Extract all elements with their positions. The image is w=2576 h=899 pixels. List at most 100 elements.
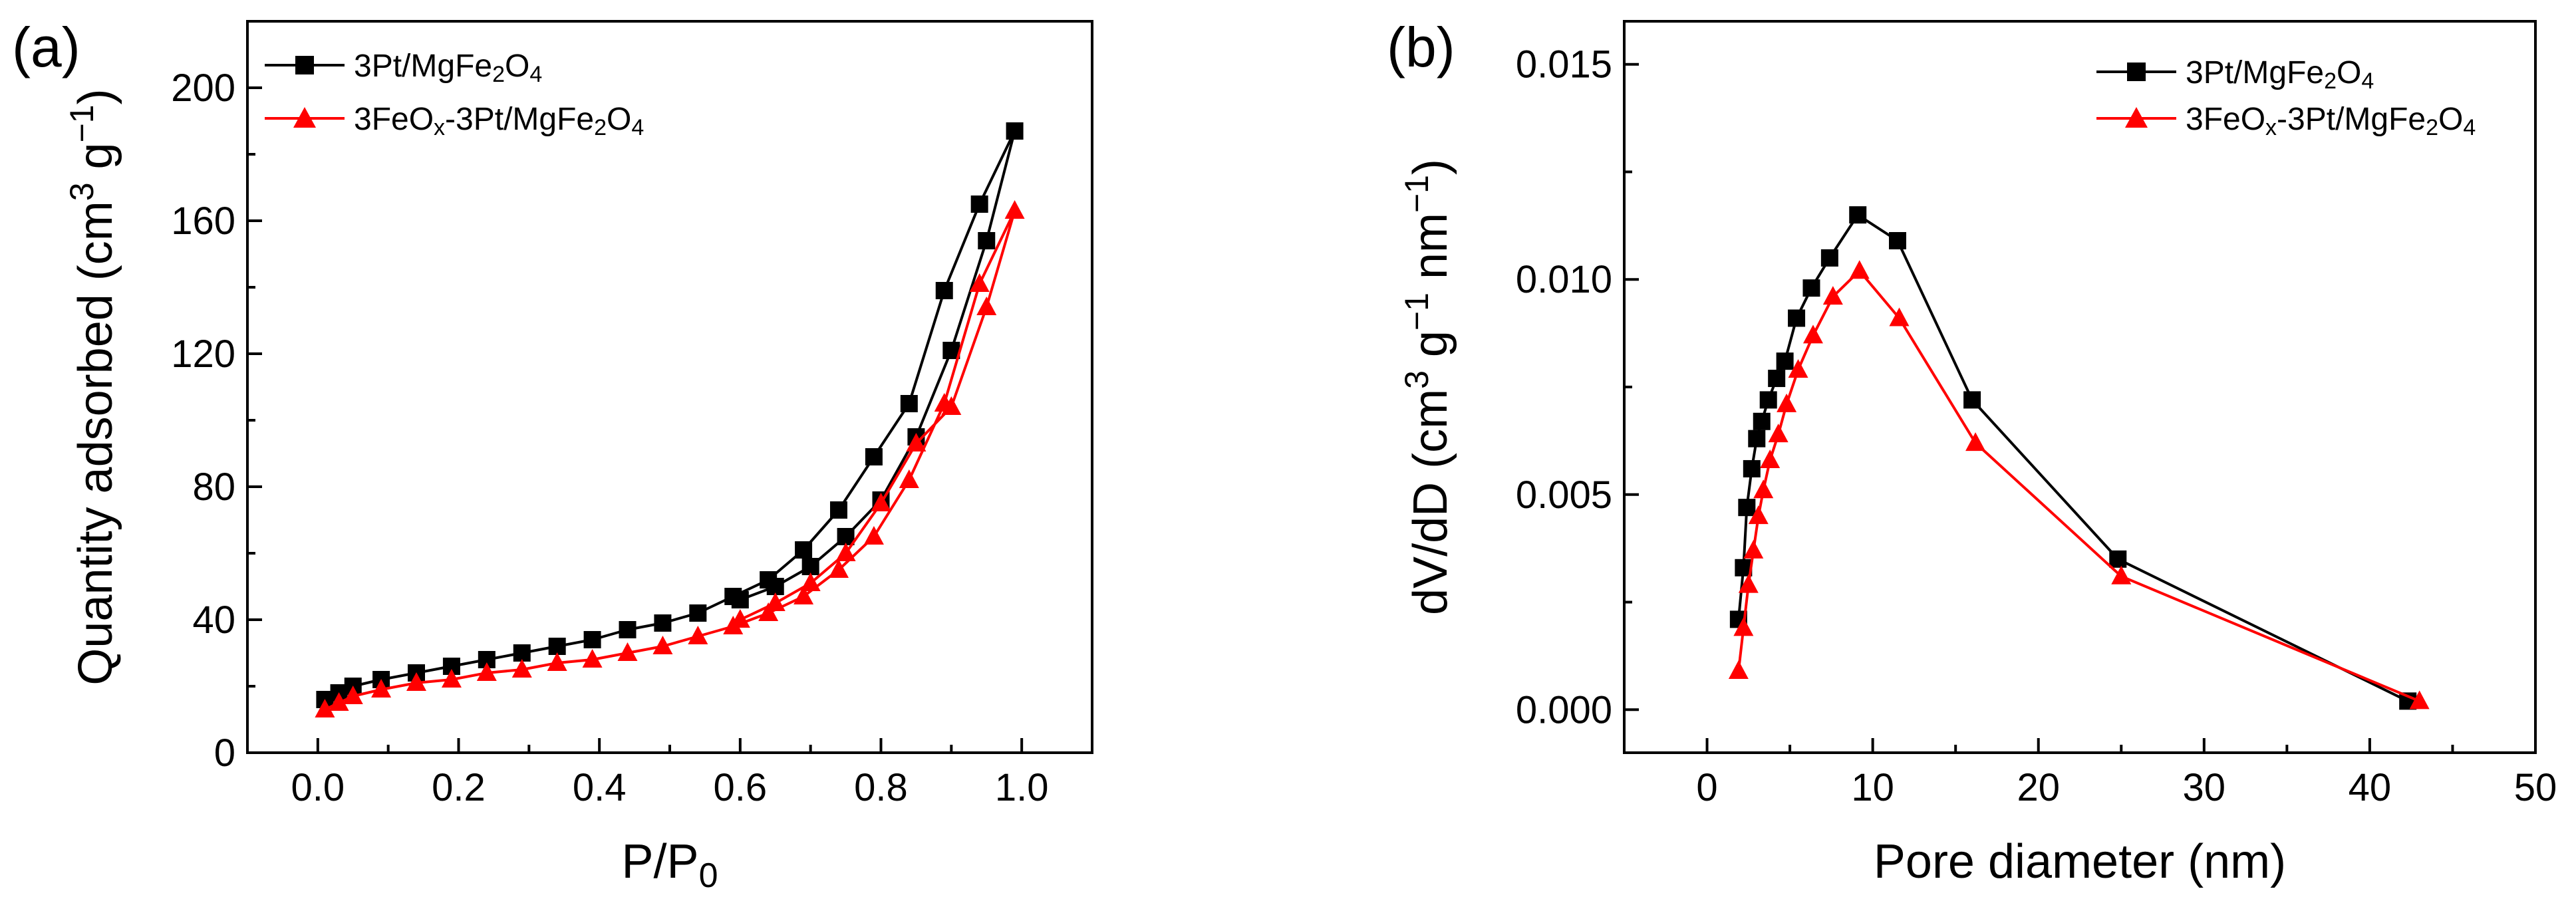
panel-a-series-2-point: [315, 699, 335, 717]
panel-a-series-2-point: [730, 609, 750, 628]
panel-a-series-2-point: [652, 636, 673, 654]
panel-a-series-2-point: [343, 686, 363, 704]
panel-a-legend-marker-1: [295, 56, 314, 74]
panel-a-series-2-point: [582, 649, 603, 668]
panel-b-series-1-point: [1759, 391, 1777, 409]
panel-b-y-axis: 0.000 0.005 0.010 0.015: [1516, 43, 1639, 731]
panel-a-series-2-point: [969, 273, 990, 292]
panel-b-y-tick-label: 0.005: [1516, 473, 1612, 517]
panel-a-series-2-point: [800, 573, 821, 591]
panel-a-legend-entry-2: 3FeOx-3Pt/MgFe2O4: [265, 102, 644, 140]
panel-a-series-1-point: [865, 448, 883, 465]
panel-b-legend-entry-1: 3Pt/MgFe2O4: [2096, 55, 2374, 94]
panel-a-series-2-point: [406, 672, 426, 691]
panel-b-series-2-point: [1889, 307, 1910, 326]
panel-a-x-tick-label: 0.8: [854, 766, 908, 809]
panel-b-x-tick-label: 0: [1696, 766, 1717, 809]
panel-a-series-1-point: [837, 528, 855, 545]
panel-a-series-2-point: [441, 669, 462, 688]
panel-a-label: (a): [12, 16, 80, 78]
panel-a-legend-marker-2: [293, 107, 316, 128]
panel-a-series-2-point: [899, 469, 919, 488]
panel-b-label: (b): [1387, 16, 1455, 78]
panel-a-legend-label-2: 3FeOx-3Pt/MgFe2O4: [354, 102, 644, 140]
panel-a-x-tick-label: 0.4: [573, 766, 627, 809]
panel-a-series-1-point: [731, 591, 749, 608]
panel-b-legend-label-1: 3Pt/MgFe2O4: [2186, 55, 2374, 94]
panel-a-series-1-point: [970, 195, 988, 213]
panel-b-series-2-point: [1777, 393, 1797, 412]
panel-a-y-tick-label: 40: [192, 598, 235, 642]
panel-b-series-1-point: [1776, 352, 1794, 370]
panel-a-series-2-point: [941, 396, 962, 415]
panel-b-x-axis-title: Pore diameter (nm): [1874, 835, 2286, 888]
panel-a-series-2-point: [371, 679, 392, 698]
panel-a-series-2-point: [835, 543, 856, 561]
panel-b-x-tick-label: 50: [2514, 766, 2557, 809]
panel-b-legend-marker-2: [2125, 107, 2148, 128]
panel-a-series-1-point: [654, 614, 672, 632]
panel-a-series-2-point: [617, 642, 638, 661]
panel-a-y-tick-label: 80: [192, 465, 235, 509]
panel-b-series-2-point: [1753, 479, 1774, 499]
panel-a-series-1-point: [689, 604, 707, 622]
panel-a-adsorption-isotherm: (a) 0.0 0.2 0.4 0.6 0.8 1.0 0 40 80 120 160 200 P/…: [12, 16, 1093, 895]
panel-a-x-tick-label: 0.2: [432, 766, 486, 809]
panel-b-series-2-point: [1733, 617, 1754, 636]
panel-b-series-2-point: [1748, 505, 1769, 525]
panel-b-series-2-point: [1788, 359, 1808, 378]
panel-b-series-1-point: [1849, 206, 1867, 224]
panel-a-series-1-point: [548, 638, 566, 655]
panel-b-series-1-point: [1753, 412, 1771, 430]
panel-a-series-1-point: [619, 621, 637, 638]
panel-a-legend-label-1: 3Pt/MgFe2O4: [354, 49, 542, 87]
panel-a-series-1-point: [978, 232, 996, 249]
panel-b-y-tick-label: 0.015: [1516, 43, 1612, 86]
panel-b-series-2-point: [1738, 574, 1759, 593]
panel-b-series-2-point: [2111, 565, 2132, 584]
panel-b-legend-marker-1: [2127, 63, 2146, 81]
panel-b-series-2-point: [1728, 660, 1749, 680]
panel-a-series-layer: [315, 122, 1025, 717]
panel-a-legend: 3Pt/MgFe2O4 3FeOx-3Pt/MgFe2O4: [265, 49, 644, 140]
panel-b-series-1-point: [2109, 550, 2127, 568]
panel-a-y-axis-title: Quantity adsorbed (cm3 g−1): [63, 88, 122, 685]
panel-b-y-tick-label: 0.000: [1516, 688, 1612, 731]
panel-b-x-tick-label: 30: [2183, 766, 2226, 809]
panel-a-x-tick-label: 0.6: [714, 766, 768, 809]
panel-a-series-2-point: [793, 586, 814, 604]
panel-b-series-1-point: [1768, 370, 1786, 388]
panel-a-series-2-point: [976, 297, 997, 315]
panel-a-y-axis: 0 40 80 120 160 200: [171, 66, 262, 775]
panel-a-series-2-point: [765, 592, 786, 611]
panel-b-x-tick-label: 40: [2349, 766, 2392, 809]
panel-a-series-1-point: [801, 558, 819, 575]
panel-a-series-1-point: [900, 395, 918, 412]
panel-b-pore-size-distribution: (b) 0 10 20 30 40 50 0.000 0.005 0.010 0.015 Por…: [1387, 16, 2557, 888]
panel-a-series-1-line: [324, 130, 1016, 701]
panel-a-series-1-point: [1006, 122, 1024, 140]
panel-b-series-2-point: [1965, 432, 1986, 451]
panel-a-y-tick-label: 0: [214, 731, 235, 775]
panel-a-series-1-point: [583, 631, 601, 648]
panel-b-series-1-point: [1802, 279, 1820, 297]
panel-a-legend-entry-1: 3Pt/MgFe2O4: [265, 49, 542, 87]
panel-a-series-2-point: [863, 526, 884, 545]
panel-b-series-2-point: [1849, 260, 1870, 279]
panel-b-series-2-point: [2409, 690, 2430, 709]
panel-b-series-2-point: [1760, 450, 1781, 468]
panel-a-series-2-point: [547, 652, 567, 671]
panel-b-series-1-point: [1963, 391, 1981, 409]
panel-b-series-1-line: [1737, 213, 2409, 703]
panel-b-series-1-point: [1820, 249, 1838, 267]
panel-b-legend: 3Pt/MgFe2O4 3FeOx-3Pt/MgFe2O4: [2096, 55, 2476, 140]
panel-a-x-tick-label: 0.0: [291, 766, 345, 809]
panel-b-x-axis: 0 10 20 30 40 50: [1696, 738, 2557, 809]
panel-a-series-2-point: [871, 493, 891, 511]
panel-a-series-2-point: [829, 559, 849, 578]
panel-a-series-2-point: [329, 692, 349, 711]
panel-a-series-2-point: [906, 433, 927, 451]
panel-a-x-tick-label: 1.0: [995, 766, 1049, 809]
panel-b-series-1-point: [1743, 459, 1761, 477]
panel-a-y-tick-label: 120: [171, 332, 235, 376]
